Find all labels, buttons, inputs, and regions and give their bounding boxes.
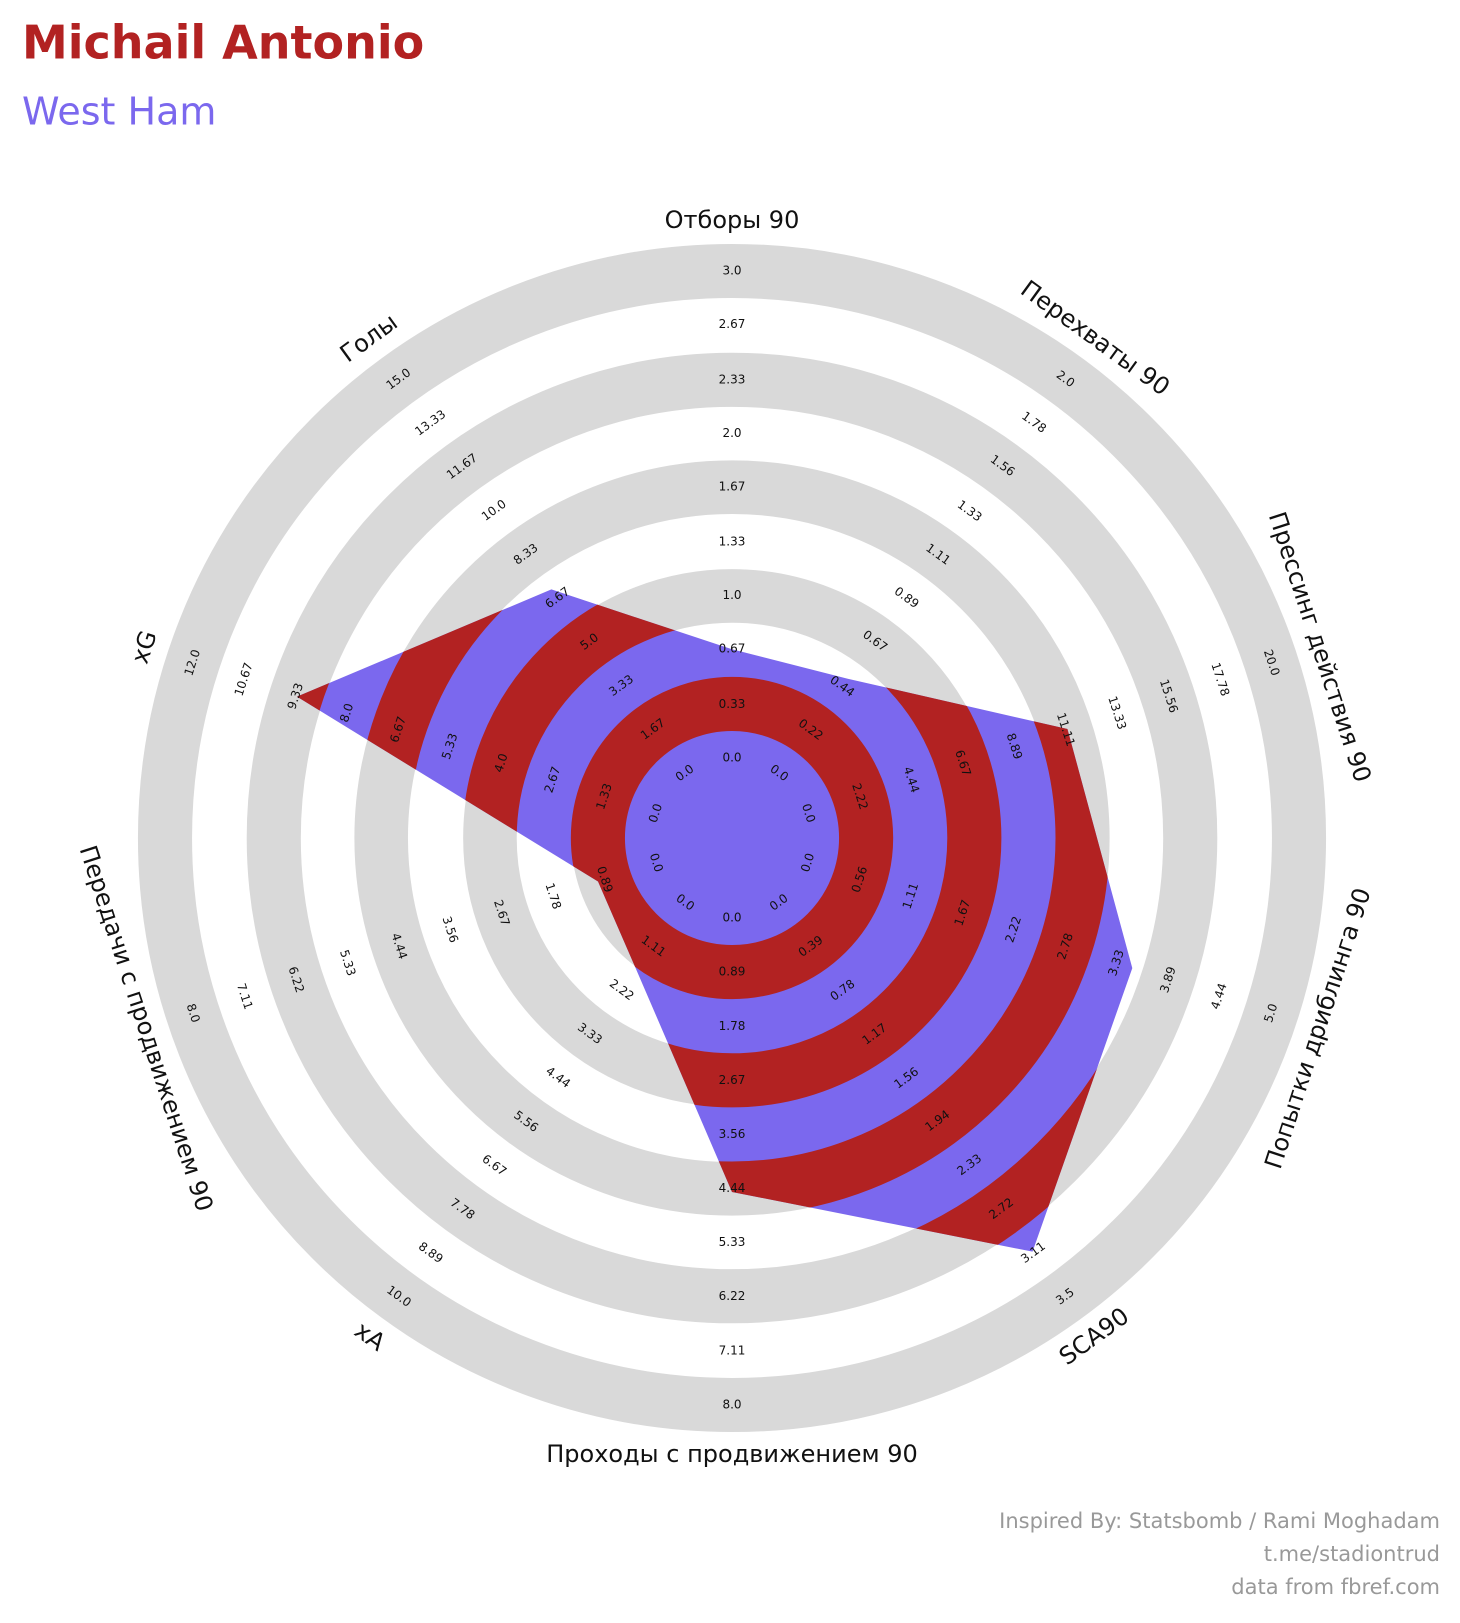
- axis-name: xG: [126, 627, 163, 667]
- tick-label: 0.0: [798, 851, 817, 873]
- grid-ring: [300, 406, 1164, 1270]
- tick-label: 1.0: [722, 588, 741, 602]
- tick-label: 3.56: [719, 1127, 746, 1141]
- tick-label: 2.67: [719, 317, 746, 331]
- credit: data from fbref.com: [1231, 1575, 1440, 1599]
- radar-band: [570, 676, 894, 1000]
- tick-label: 7.11: [719, 1343, 746, 1357]
- credit: Inspired By: Statsbomb / Rami Moghadam: [999, 1509, 1440, 1533]
- grid-ring: [246, 352, 1218, 1324]
- tick-label: 3.0: [722, 264, 741, 278]
- tick-label: 2.0: [722, 426, 741, 440]
- tick-label: 1.33: [719, 535, 746, 549]
- tick-label: 8.0: [337, 702, 356, 724]
- axis-name: Отборы 90: [665, 206, 800, 234]
- tick-label: 0.89: [719, 965, 746, 979]
- tick-label: 8.0: [184, 1002, 203, 1024]
- tick-label: 5.0: [1261, 1002, 1280, 1024]
- tick-label: 8.0: [722, 1398, 741, 1412]
- tick-label: 1.78: [719, 1019, 746, 1033]
- tick-label: 6.22: [719, 1289, 746, 1303]
- tick-label: 2.33: [719, 372, 746, 386]
- tick-label: 4.44: [719, 1181, 746, 1195]
- chart-subtitle: West Ham: [22, 90, 216, 134]
- tick-label: 0.67: [719, 642, 746, 656]
- axis-name: Проходы с продвижением 90: [546, 1440, 918, 1468]
- tick-label: 4.0: [491, 752, 510, 774]
- tick-label: 0.0: [646, 802, 665, 824]
- tick-label: 1.67: [719, 479, 746, 493]
- tick-label: 0.33: [719, 697, 746, 711]
- tick-label: 5.33: [719, 1235, 746, 1249]
- tick-label: 0.0: [799, 802, 818, 824]
- tick-label: 0.0: [722, 751, 741, 765]
- chart-title: Michail Antonio: [22, 16, 424, 70]
- axis-name: xA: [349, 1316, 391, 1357]
- credit: t.me/stadiontrud: [1264, 1542, 1440, 1566]
- tick-label: 2.67: [719, 1073, 746, 1087]
- tick-label: 0.0: [647, 851, 666, 873]
- tick-label: 0.0: [722, 911, 741, 925]
- grid-ring: [191, 297, 1273, 1379]
- grid-ring: [137, 243, 1327, 1433]
